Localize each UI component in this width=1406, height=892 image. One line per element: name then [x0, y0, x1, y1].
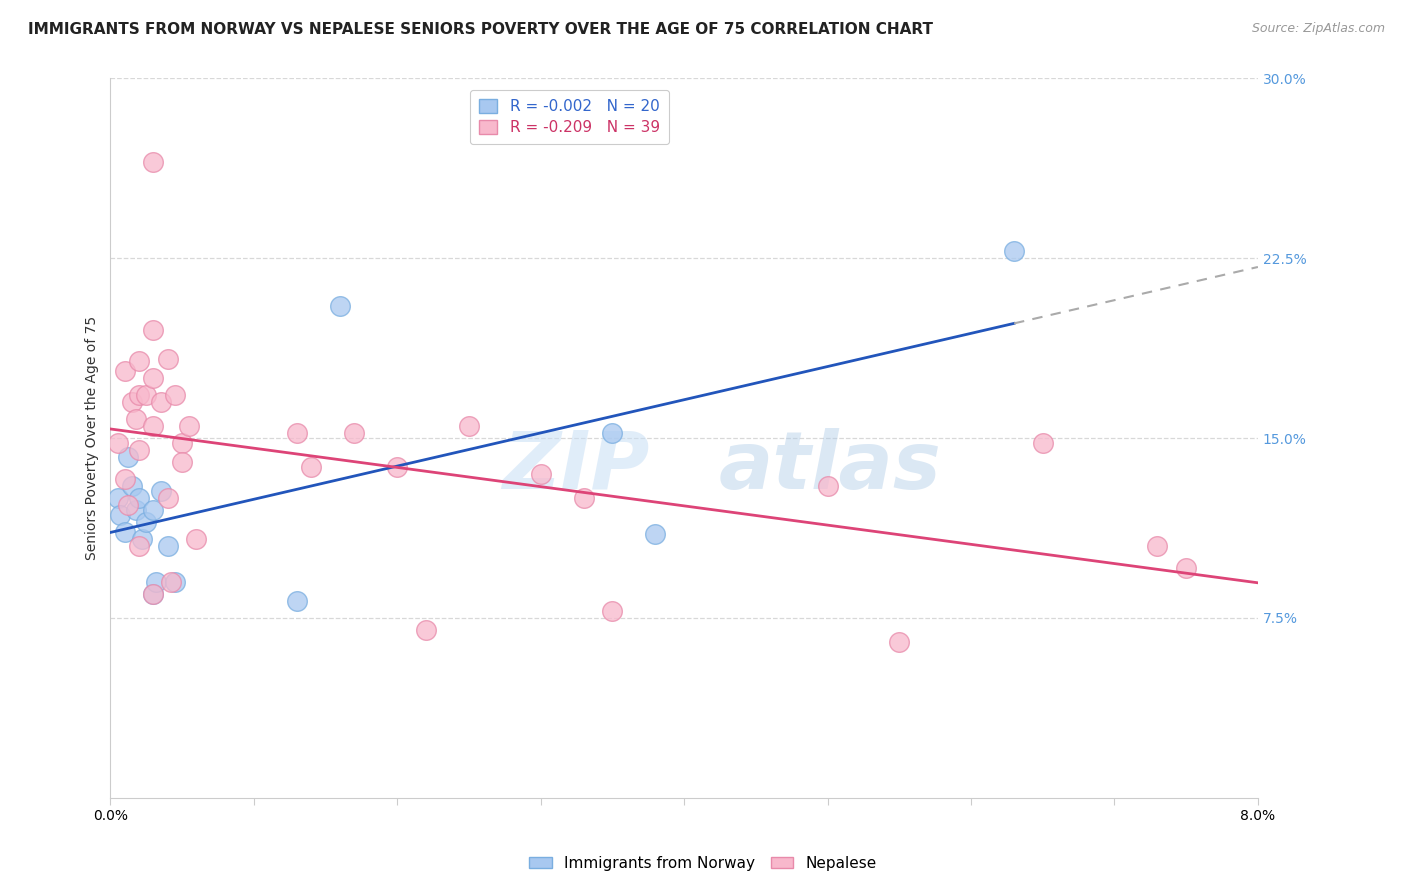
Point: [156, 351, 179, 366]
Point: [163, 388, 186, 402]
Point: [329, 299, 352, 313]
Point: [128, 491, 150, 505]
Text: atlas: atlas: [718, 428, 942, 506]
Point: [186, 532, 208, 546]
Point: [572, 491, 595, 505]
Point: [121, 479, 143, 493]
Y-axis label: Seniors Poverty Over the Age of 75: Seniors Poverty Over the Age of 75: [86, 316, 100, 560]
Legend: Immigrants from Norway, Nepalese: Immigrants from Norway, Nepalese: [523, 850, 883, 877]
Text: Source: ZipAtlas.com: Source: ZipAtlas.com: [1251, 22, 1385, 36]
Point: [602, 426, 624, 441]
Point: [114, 364, 136, 378]
Point: [125, 412, 148, 426]
Point: [644, 527, 666, 541]
Point: [159, 574, 181, 589]
Point: [135, 388, 157, 402]
Point: [142, 587, 165, 601]
Point: [889, 635, 911, 649]
Point: [156, 491, 179, 505]
Point: [114, 524, 136, 539]
Point: [117, 450, 139, 465]
Legend: R = -0.002   N = 20, R = -0.209   N = 39: R = -0.002 N = 20, R = -0.209 N = 39: [470, 90, 669, 145]
Point: [128, 354, 150, 368]
Point: [128, 443, 150, 458]
Point: [343, 426, 366, 441]
Point: [114, 472, 136, 486]
Text: ZIP: ZIP: [502, 428, 650, 506]
Point: [530, 467, 553, 481]
Point: [125, 503, 148, 517]
Point: [142, 419, 165, 434]
Point: [172, 455, 194, 469]
Point: [149, 483, 172, 498]
Point: [817, 479, 839, 493]
Point: [145, 574, 167, 589]
Text: IMMIGRANTS FROM NORWAY VS NEPALESE SENIORS POVERTY OVER THE AGE OF 75 CORRELATIO: IMMIGRANTS FROM NORWAY VS NEPALESE SENIO…: [28, 22, 934, 37]
Point: [117, 498, 139, 512]
Point: [602, 604, 624, 618]
Point: [299, 459, 322, 474]
Point: [1175, 560, 1198, 574]
Point: [285, 426, 308, 441]
Point: [131, 532, 153, 546]
Point: [415, 623, 437, 637]
Point: [128, 539, 150, 553]
Point: [142, 155, 165, 169]
Point: [149, 395, 172, 409]
Point: [179, 419, 201, 434]
Point: [1146, 539, 1168, 553]
Point: [172, 435, 194, 450]
Point: [121, 395, 143, 409]
Point: [156, 539, 179, 553]
Point: [1032, 435, 1054, 450]
Point: [142, 503, 165, 517]
Point: [128, 388, 150, 402]
Point: [107, 491, 129, 505]
Point: [110, 508, 132, 522]
Point: [163, 574, 186, 589]
Point: [458, 419, 481, 434]
Point: [1002, 244, 1025, 258]
Point: [142, 587, 165, 601]
Point: [107, 435, 129, 450]
Point: [142, 371, 165, 385]
Point: [387, 459, 409, 474]
Point: [135, 515, 157, 529]
Point: [142, 323, 165, 337]
Point: [285, 594, 308, 608]
